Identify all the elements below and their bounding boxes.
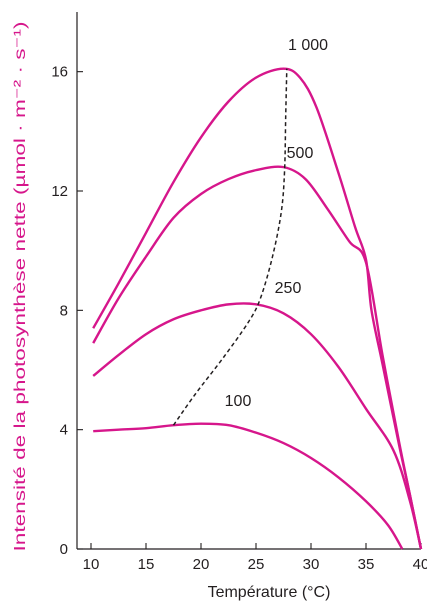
y-tick-label: 8 (60, 302, 68, 319)
y-tick-label: 0 (60, 541, 68, 558)
y-tick-label: 16 (51, 64, 68, 81)
x-tick-label: 10 (83, 556, 100, 573)
x-tick-label: 20 (193, 556, 210, 573)
y-tick-label: 4 (60, 422, 68, 439)
y-axis-label: Intensité de la photosynthèse nette (µmo… (12, 22, 29, 552)
series-line-1 (92, 165, 423, 550)
x-tick-label: 40 (413, 556, 427, 573)
series-line-3 (93, 422, 404, 550)
series-label: 500 (287, 145, 314, 162)
optimum-dashed-line (172, 68, 288, 426)
x-tick-label: 35 (358, 556, 375, 573)
series-group (92, 67, 423, 550)
x-tick-label: 15 (138, 556, 155, 573)
x-tick-label: 30 (303, 556, 320, 573)
series-label: 1 000 (288, 37, 328, 54)
series-label: 100 (225, 393, 252, 410)
x-axis-label: Température (°C) (208, 584, 331, 601)
x-tick-label: 25 (248, 556, 265, 573)
series-line-2 (92, 302, 423, 550)
y-tick-label: 12 (51, 183, 68, 200)
series-line-0 (92, 67, 423, 550)
ticks: 10 15 20 25 30 35 40 0 4 8 12 16 (51, 64, 427, 573)
series-labels: 1 000 500 250 100 (225, 37, 328, 410)
axes (76, 12, 421, 550)
series-label: 250 (275, 280, 302, 297)
